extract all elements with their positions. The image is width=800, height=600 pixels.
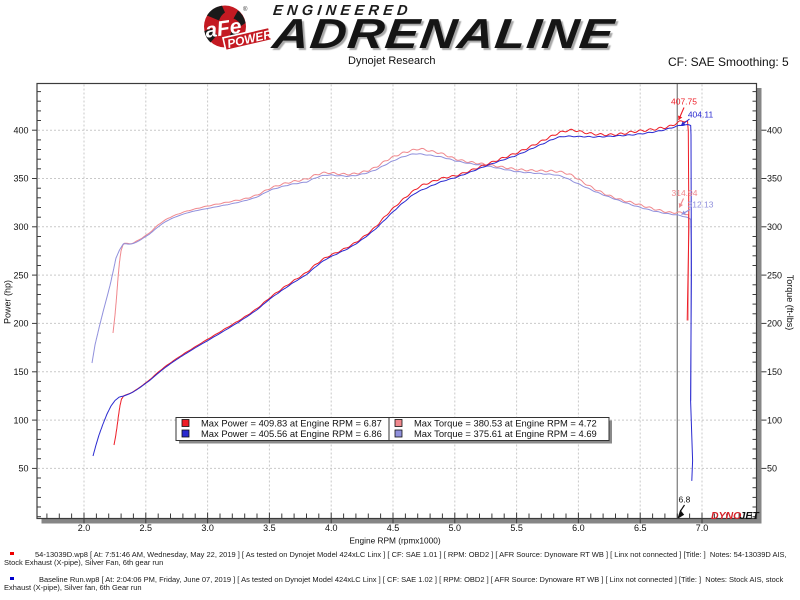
svg-text:6.8: 6.8	[679, 495, 691, 505]
svg-text:407.75: 407.75	[671, 97, 697, 107]
svg-text:100: 100	[767, 415, 782, 425]
svg-text:350: 350	[767, 174, 782, 184]
svg-text:150: 150	[767, 367, 782, 377]
svg-text:300: 300	[13, 222, 28, 232]
svg-text:100: 100	[13, 415, 28, 425]
svg-text:250: 250	[13, 270, 28, 280]
svg-text:312.13: 312.13	[688, 200, 714, 210]
svg-text:4.0: 4.0	[325, 523, 338, 533]
svg-text:6.0: 6.0	[572, 523, 585, 533]
svg-text:3.0: 3.0	[201, 523, 214, 533]
svg-text:Power (hp): Power (hp)	[3, 280, 13, 324]
svg-text:404.11: 404.11	[688, 110, 714, 120]
svg-text:Max Torque = 380.53 at Engine: Max Torque = 380.53 at Engine RPM = 4.72	[414, 417, 597, 428]
svg-text:4.5: 4.5	[387, 523, 400, 533]
svg-text:6.5: 6.5	[634, 523, 647, 533]
svg-text:50: 50	[18, 464, 28, 474]
svg-text:400: 400	[13, 125, 28, 135]
svg-text:DYNO: DYNO	[711, 510, 741, 522]
svg-text:300: 300	[767, 222, 782, 232]
svg-text:314.94: 314.94	[672, 188, 698, 198]
svg-text:Max Torque = 375.61 at Engine: Max Torque = 375.61 at Engine RPM = 4.69	[414, 428, 597, 439]
svg-text:2.5: 2.5	[140, 523, 153, 533]
svg-text:Engine RPM (rpmx1000): Engine RPM (rpmx1000)	[349, 536, 441, 546]
svg-text:200: 200	[767, 319, 782, 329]
svg-text:Torque (ft-lbs): Torque (ft-lbs)	[785, 275, 795, 331]
svg-text:JET: JET	[740, 510, 761, 522]
svg-text:2.0: 2.0	[78, 523, 91, 533]
svg-text:350: 350	[13, 174, 28, 184]
svg-text:7.0: 7.0	[696, 523, 709, 533]
svg-text:5.5: 5.5	[510, 523, 523, 533]
svg-text:250: 250	[767, 270, 782, 280]
svg-text:150: 150	[13, 367, 28, 377]
svg-text:5.0: 5.0	[449, 523, 462, 533]
svg-text:400: 400	[767, 125, 782, 135]
svg-text:3.5: 3.5	[263, 523, 276, 533]
svg-text:50: 50	[767, 464, 777, 474]
svg-text:200: 200	[13, 319, 28, 329]
svg-text:Max Power = 409.83 at Engine R: Max Power = 409.83 at Engine RPM = 6.87	[201, 417, 382, 428]
svg-text:Max Power = 405.56 at Engine R: Max Power = 405.56 at Engine RPM = 6.86	[201, 428, 382, 439]
svg-text:®: ®	[243, 6, 248, 13]
